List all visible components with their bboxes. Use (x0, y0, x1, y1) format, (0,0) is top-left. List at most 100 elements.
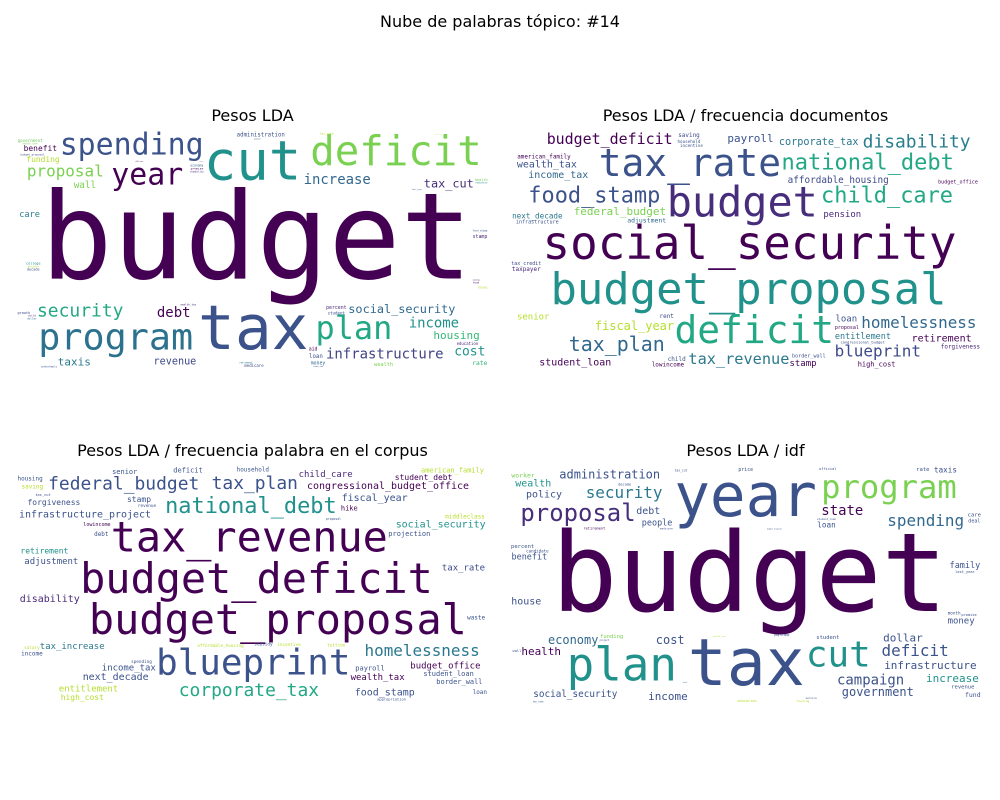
word-family: family (950, 561, 981, 571)
word-salary: salary (24, 645, 40, 651)
word-plan: plan (567, 638, 677, 692)
word-benefit: benefit (24, 144, 58, 153)
word-student-loan: student_loan (313, 365, 323, 368)
word-saving: saving (678, 132, 700, 139)
word-budget-office: budget_office (410, 662, 480, 672)
word-incentive: incentive (680, 143, 703, 149)
word-people: people (642, 518, 673, 528)
word-program: program (38, 315, 193, 358)
word-forgiveness: forgiveness (28, 498, 81, 507)
word-child-care: child_care (299, 470, 353, 480)
word-campaign: campaign (837, 673, 904, 689)
word-border-wall: border_wall (436, 678, 482, 686)
word-tax-rate: tax_rate (320, 132, 334, 136)
word-funding: funding (600, 634, 623, 640)
word-saving: saving (22, 484, 44, 491)
word-dollar: dollar (883, 632, 923, 645)
word-deficit: deficit (310, 130, 481, 175)
word-child: child (28, 314, 36, 318)
word-percent: percent (326, 305, 347, 311)
word-economy: economy (190, 164, 203, 168)
word-revenue: revenue (138, 504, 157, 509)
word-appropriation: appropriation (377, 698, 406, 702)
word-level: level (683, 682, 688, 684)
word-increase: increase (926, 672, 979, 685)
word-service: service (806, 696, 818, 700)
word-taxpayer: taxpayer (512, 266, 541, 273)
word-wealth-tax: wealth_tax (180, 302, 196, 306)
word-entitlement: entitlement (835, 332, 891, 342)
word-budget-proposal: budget_proposal (767, 527, 782, 530)
word-worker: worker (41, 365, 50, 368)
word-promise: promise (961, 613, 976, 617)
word-fund: fund (965, 691, 981, 699)
word-waste: waste (467, 615, 485, 622)
word-security: security (586, 483, 663, 502)
word-disability: disability (20, 594, 80, 605)
word-student: student (816, 635, 839, 641)
word-affordable-housing: affordable_housing (788, 175, 889, 186)
word-deal: deal (968, 518, 980, 524)
word-proposal: proposal (27, 162, 104, 181)
word-tuition: tuition (327, 643, 346, 649)
word-affordable-housing: affordable_housing (197, 643, 244, 649)
word-reduction: reduction (475, 182, 488, 185)
word-congressional-budget-office: congressional_budget_office (307, 481, 469, 492)
word-spending: spending (60, 130, 204, 163)
word-housing: housing (797, 699, 810, 703)
word-project: project (28, 264, 40, 268)
word-income: income (409, 316, 459, 332)
word-income-tax: income_tax (528, 170, 588, 181)
word-medicare: medicare (660, 526, 673, 530)
word-rate: rate (916, 467, 929, 473)
word-education: education (737, 699, 756, 703)
wordcloud-panel-4: budget tax year plan program cut proposal secur… (508, 465, 983, 705)
word-tax-revenue: tax_revenue (111, 513, 388, 562)
word-next-decade: next_decade (512, 211, 563, 220)
word-hike: hike (341, 504, 358, 512)
word-student-loan: student_loan (539, 357, 611, 368)
word-senior: senior (517, 312, 550, 322)
word-american-family: american_family (421, 466, 484, 474)
word-disability: disability (863, 132, 971, 153)
word-debt: debt (157, 305, 191, 321)
word-american-family: american_family (517, 154, 571, 161)
word-housing: housing (433, 329, 479, 342)
word-child: child (668, 356, 686, 363)
word-percent: percent (511, 544, 534, 550)
word-tax-plan: tax_plan (569, 332, 665, 356)
word-wealth-tax: wealth_tax (517, 160, 577, 171)
word-deficit: deficit (675, 308, 835, 352)
word-stamp: stamp (127, 495, 151, 504)
word-program: program (821, 468, 957, 506)
word-cut: cut (806, 635, 871, 676)
word-wealth-tax: wealth_tax (351, 673, 406, 683)
figure-title: Nube de palabras tópico: #14 (380, 12, 620, 31)
word-money: money (311, 361, 326, 367)
word-saving: saving (473, 279, 480, 281)
word-security: security (37, 301, 124, 322)
word-tax: tax (688, 626, 805, 701)
word-money: money (948, 616, 976, 626)
word-plan: plan (316, 309, 393, 347)
panel-title-1: Pesos LDA (211, 106, 294, 125)
word-child-care: child_care (821, 183, 953, 208)
word-entitlement: entitlement (59, 685, 118, 695)
word-rate: rate (472, 360, 487, 367)
word-debt: debt (94, 531, 109, 538)
word-year: year (674, 465, 817, 531)
word-projection: projection (388, 530, 430, 538)
word-loan: loan (817, 520, 835, 529)
word-retirement: retirement (239, 362, 253, 365)
word-wealth: wealth (374, 362, 393, 368)
word-education: education (457, 341, 479, 346)
word-pay: pay (774, 633, 780, 637)
word-revenue: revenue (951, 685, 974, 691)
word-cost: cost (656, 633, 685, 647)
word-stamp: stamp (473, 234, 488, 240)
word-fiscal-year: fiscal_year (342, 493, 408, 504)
word-federal-budget: federal_budget (48, 473, 199, 494)
word-spending: spending (887, 511, 964, 530)
word-proposal: proposal (520, 499, 635, 527)
